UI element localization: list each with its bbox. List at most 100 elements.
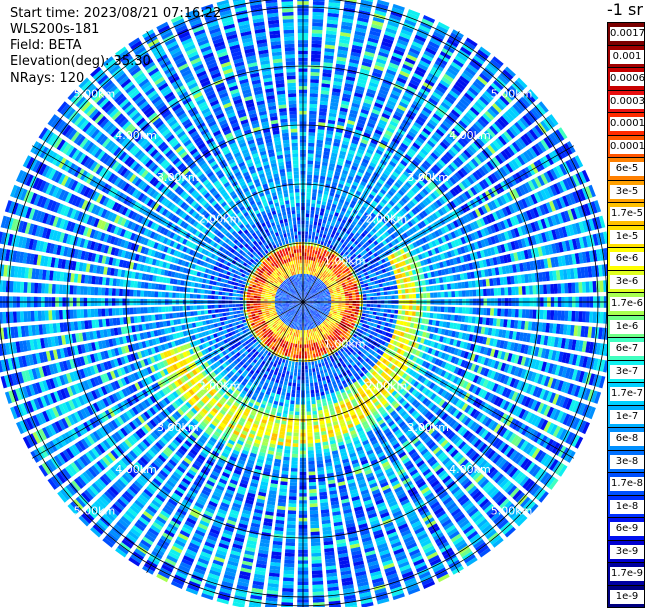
beta-cell [525, 286, 529, 295]
beta-cell [316, 233, 319, 237]
beta-cell [420, 293, 424, 298]
beta-cell [434, 292, 438, 297]
beta-cell [317, 226, 321, 230]
beta-cell [307, 256, 309, 260]
beta-cell [345, 303, 349, 305]
beta-cell [314, 339, 317, 343]
beta-cell [308, 271, 310, 275]
beta-cell [328, 300, 332, 301]
beta-cell [416, 306, 420, 311]
beta-cell [319, 345, 322, 349]
beta-cell [304, 260, 306, 264]
beta-cell [487, 308, 491, 315]
beta-cell [338, 293, 342, 295]
beta-cell [543, 285, 547, 295]
beta-cell [312, 23, 323, 27]
beta-cell [427, 293, 431, 298]
beta-cell [434, 306, 438, 311]
beta-cell [413, 306, 417, 311]
beta-cell [472, 317, 476, 324]
beta-cell [540, 285, 544, 294]
beta-cell [348, 291, 352, 294]
beta-cell [416, 294, 420, 299]
beta-cell [529, 310, 533, 319]
beta-cell [349, 304, 353, 306]
beta-cell [314, 346, 317, 350]
beta-cell [317, 251, 320, 255]
beta-cell [381, 296, 385, 299]
beta-cell [508, 309, 512, 317]
beta-cell [415, 318, 419, 323]
beta-cell [547, 284, 551, 294]
beta-cell [311, 203, 315, 207]
beta-cell [316, 247, 319, 251]
beta-cell [314, 218, 318, 222]
beta-cell [317, 374, 321, 378]
beta-cell [571, 283, 575, 294]
beta-cell [411, 282, 415, 287]
beta-cell [308, 164, 313, 168]
beta-cell [313, 8, 324, 12]
beta-cell [404, 283, 408, 288]
beta-cell [451, 315, 455, 321]
beta-cell [315, 157, 321, 161]
beta-cell [501, 309, 505, 317]
beta-cell [310, 217, 314, 221]
beta-cell [313, 186, 318, 190]
beta-cell [582, 282, 586, 293]
beta-cell [310, 246, 313, 250]
beta-cell [308, 239, 311, 243]
beta-cell [390, 286, 394, 290]
beta-cell [423, 306, 427, 311]
beta-cell [458, 315, 462, 321]
beta-cell [312, 19, 323, 23]
beta-cell [306, 217, 309, 221]
beta-cell [540, 310, 544, 319]
beta-cell [405, 305, 409, 309]
beta-cell [310, 260, 312, 264]
beta-cell [310, 86, 318, 90]
beta-cell [404, 316, 408, 321]
beta-cell [306, 199, 310, 203]
beta-cell [306, 210, 310, 214]
beta-cell [337, 311, 341, 313]
beta-cell [338, 305, 342, 307]
beta-cell [316, 150, 322, 154]
beta-cell [344, 292, 348, 294]
beta-cell [324, 298, 328, 299]
beta-cell [349, 319, 353, 322]
beta-cell [343, 314, 347, 317]
beta-cell [324, 305, 328, 306]
beta-cell [317, 136, 324, 140]
beta-cell [515, 309, 519, 317]
beta-cell [318, 190, 323, 194]
beta-cell [344, 310, 348, 312]
beta-cell [318, 240, 321, 244]
beta-cell [367, 304, 371, 307]
beta-cell [307, 168, 312, 172]
beta-cell [321, 301, 325, 302]
beta-cell [308, 330, 310, 334]
beta-cell [324, 304, 328, 305]
beta-cell [318, 381, 322, 385]
beta-cell [589, 281, 593, 292]
beta-cell [454, 283, 458, 289]
beta-cell [423, 293, 427, 298]
beta-cell [318, 363, 321, 367]
beta-cell [311, 210, 315, 214]
beta-cell [305, 238, 308, 242]
beta-cell [363, 294, 367, 297]
beta-cell [352, 320, 356, 323]
beta-cell [376, 288, 380, 292]
beta-cell [320, 179, 325, 183]
beta-cell [305, 228, 308, 232]
beta-cell [341, 292, 345, 294]
beta-cell [412, 288, 416, 293]
beta-cell [397, 285, 401, 289]
beta-cell [316, 207, 320, 211]
beta-cell [368, 318, 372, 321]
beta-cell [391, 291, 395, 295]
beta-cell [305, 245, 307, 249]
beta-cell [568, 311, 572, 321]
beta-cell [368, 282, 372, 285]
